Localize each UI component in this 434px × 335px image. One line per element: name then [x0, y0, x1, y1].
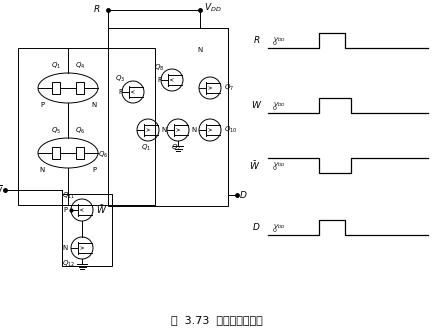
Text: $Q_7$: $Q_7$ [224, 83, 234, 93]
Text: $\bar{W}$: $\bar{W}$ [249, 159, 260, 172]
Text: $Q_6$: $Q_6$ [75, 126, 85, 136]
Text: 0: 0 [273, 166, 277, 171]
Text: P: P [92, 167, 96, 173]
Text: $Q_4$: $Q_4$ [75, 61, 85, 71]
Text: P: P [40, 102, 44, 108]
Text: $\bar{W}$: $\bar{W}$ [96, 204, 107, 216]
Bar [108, 28, 228, 206]
Text: $Q_{11}$: $Q_{11}$ [62, 191, 76, 201]
Bar [18, 48, 155, 205]
Text: R: R [254, 36, 260, 45]
Text: N: N [92, 102, 97, 108]
Text: $V_{DD}$: $V_{DD}$ [273, 100, 286, 109]
Text: W: W [251, 101, 260, 110]
Bar [76, 147, 84, 159]
Text: $Q_{12}$: $Q_{12}$ [62, 259, 76, 269]
Text: $\overline{W}$: $\overline{W}$ [0, 183, 3, 197]
Text: $Q_8$: $Q_8$ [154, 63, 164, 73]
Bar [76, 82, 84, 94]
Text: R: R [94, 5, 100, 14]
Text: $V_{DD}$: $V_{DD}$ [273, 160, 286, 169]
Text: D: D [240, 191, 247, 200]
Bar [52, 82, 60, 94]
Text: $Q_1$: $Q_1$ [51, 61, 61, 71]
Text: N: N [197, 47, 203, 53]
Text: 0: 0 [273, 106, 277, 111]
Bar [52, 147, 60, 159]
Text: D: D [253, 223, 260, 232]
Text: N: N [63, 245, 68, 251]
Text: 0: 0 [273, 228, 277, 233]
Text: 0: 0 [273, 41, 277, 46]
Text: $V_{DD}$: $V_{DD}$ [204, 2, 222, 14]
Text: $Q_{10}$: $Q_{10}$ [224, 125, 237, 135]
Text: N: N [39, 167, 45, 173]
Text: N: N [191, 127, 196, 133]
Text: $Q_6$: $Q_6$ [98, 150, 108, 160]
Text: P: P [118, 89, 122, 95]
Text: P: P [64, 207, 68, 213]
Text: $Q_3$: $Q_3$ [115, 74, 125, 84]
Text: $V_{DD}$: $V_{DD}$ [273, 222, 286, 231]
Bar [62, 194, 112, 266]
Text: $Q_1$: $Q_1$ [141, 143, 151, 153]
Text: $Q_5$: $Q_5$ [51, 126, 61, 136]
Text: P: P [157, 77, 161, 83]
Text: 图  3.73  互补型存储单元: 图 3.73 互补型存储单元 [171, 315, 263, 325]
Text: N: N [161, 127, 166, 133]
Text: $Q_2$: $Q_2$ [171, 143, 181, 153]
Text: $V_{DD}$: $V_{DD}$ [273, 35, 286, 44]
